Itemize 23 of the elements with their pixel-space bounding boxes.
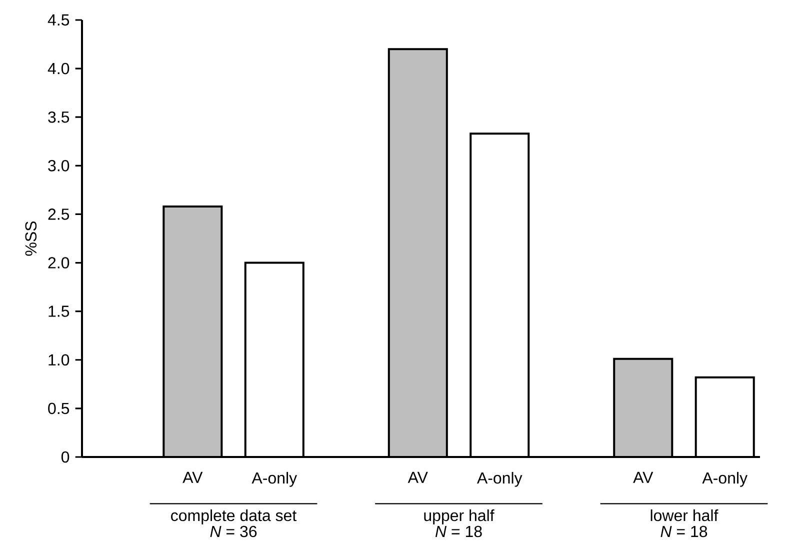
x-tick-label: A-only	[252, 472, 298, 487]
text: N = 18	[660, 526, 708, 537]
y-tick-label: 1.0	[48, 354, 70, 366]
x-tick-label: A-only	[476, 472, 522, 487]
text: upper half	[424, 509, 494, 524]
y-tick-label: 1.5	[48, 306, 70, 317]
y-tick-label: 2.0	[48, 256, 70, 268]
y-tick-label: 3.0	[48, 160, 70, 172]
y-tick-label: 0.5	[48, 402, 70, 414]
x-tick-label: AV	[408, 472, 428, 483]
y-tick-label: 3.5	[48, 111, 70, 123]
y-tick-label: 4.5	[48, 14, 70, 26]
text: lower half	[650, 509, 718, 521]
y-tick-label: 4.0	[48, 62, 70, 74]
x-tick-label: A-only	[702, 472, 748, 487]
x-tick-label: AV	[182, 472, 203, 483]
y-tick-label: 2.5	[48, 208, 70, 220]
text: complete data set	[171, 509, 297, 524]
y-tick-label: 0	[61, 451, 70, 462]
y-axis-title: %SS	[25, 221, 37, 256]
text: N = 18	[435, 526, 482, 537]
x-tick-label: AV	[633, 472, 654, 483]
text: N = 36	[210, 526, 257, 537]
